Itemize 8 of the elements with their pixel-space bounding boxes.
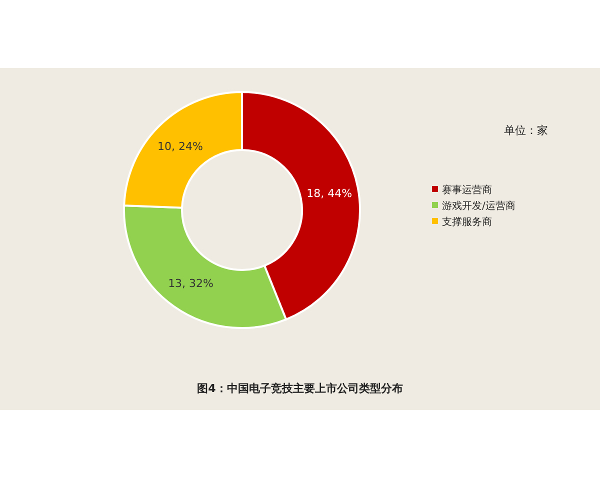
legend-label: 支撑服务商 xyxy=(442,216,492,228)
data-label: 10, 24% xyxy=(158,140,204,153)
legend-label: 赛事运营商 xyxy=(442,184,492,196)
text: 单位：家 xyxy=(504,124,548,137)
text: 图4：中国电子竞技主要上市公司类型分布 xyxy=(197,382,403,395)
legend-label: 游戏开发/运营商 xyxy=(442,200,516,212)
data-label: 13, 32% xyxy=(168,276,214,290)
data-label: 18, 44% xyxy=(306,187,352,200)
